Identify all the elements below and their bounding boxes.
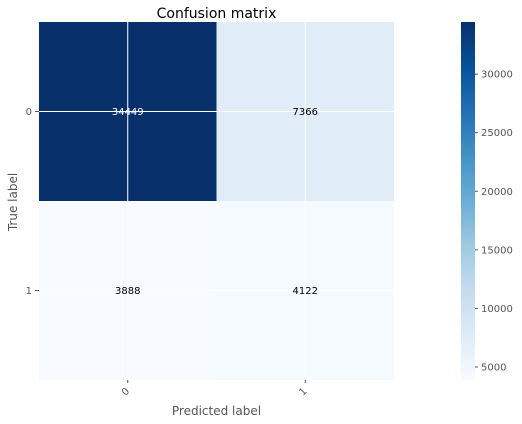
x-tick-label: 0 <box>120 386 132 398</box>
chart-title: Confusion matrix <box>157 6 277 22</box>
colorbar-ticks: 5000 10000 15000 20000 25000 30000 <box>475 70 513 373</box>
y-tick-label: 0 <box>26 107 32 118</box>
y-tick-label: 1 <box>26 286 32 297</box>
heatmap-gridlines <box>39 22 394 380</box>
heatmap-cells <box>39 22 394 380</box>
colorbar-tick-label: 20000 <box>481 187 513 198</box>
y-axis-label: True label <box>6 173 20 232</box>
colorbar <box>461 22 475 380</box>
colorbar-tick-label: 5000 <box>481 362 506 373</box>
cell-value-label: 4122 <box>293 286 318 297</box>
x-axis-label: Predicted label <box>172 404 261 418</box>
cell-value-label: 34449 <box>112 107 144 118</box>
colorbar-tick-label: 30000 <box>481 70 513 81</box>
colorbar-tick-label: 10000 <box>481 304 513 315</box>
y-axis-ticks: 01 <box>26 107 39 297</box>
colorbar-tick-label: 25000 <box>481 128 513 139</box>
colorbar-tick-label: 15000 <box>481 245 513 256</box>
cell-value-labels: 34449 7366 3888 4122 <box>112 107 318 297</box>
cell-value-label: 7366 <box>293 107 318 118</box>
x-tick-label: 1 <box>297 386 309 398</box>
cell-value-label: 3888 <box>115 286 140 297</box>
